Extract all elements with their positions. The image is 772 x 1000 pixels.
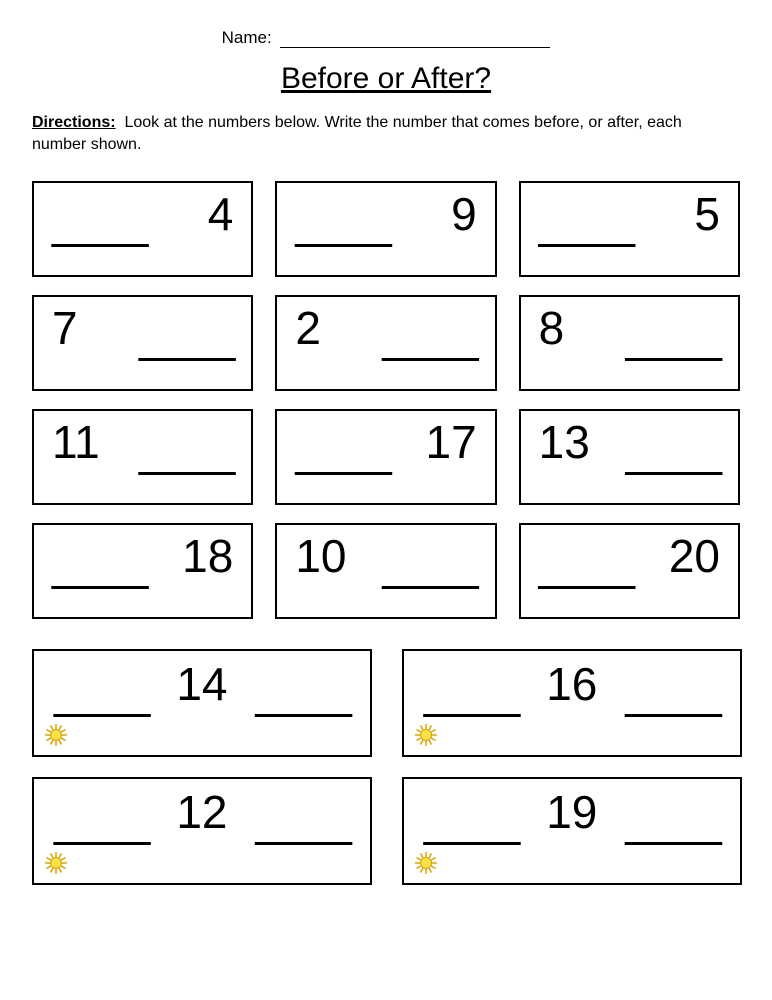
answer-blank[interactable]: ____ (626, 313, 720, 359)
problem-box: ____ 18 (32, 523, 253, 619)
answer-blank-before[interactable]: ____ (424, 669, 518, 715)
answer-blank[interactable]: ____ (382, 541, 476, 587)
problem-box: 11 ____ (32, 409, 253, 505)
answer-blank-after[interactable]: ____ (256, 669, 350, 715)
given-number: 11 (52, 419, 100, 465)
given-number: 14 (176, 661, 227, 707)
bonus-problem-box: ____ 19 ____ (402, 777, 742, 885)
problem-box: 7 ____ (32, 295, 253, 391)
problem-box: ____ 9 (275, 181, 496, 277)
given-number: 18 (182, 533, 233, 579)
given-number: 12 (176, 789, 227, 835)
problem-grid-3col: ____4____9____57____2____8____11________… (32, 181, 740, 619)
answer-blank-after[interactable]: ____ (625, 797, 719, 843)
answer-blank-before[interactable]: ____ (424, 797, 518, 843)
given-number: 20 (669, 533, 720, 579)
answer-blank[interactable]: ____ (539, 199, 633, 245)
given-number: 7 (52, 305, 78, 351)
problem-box: 8 ____ (519, 295, 740, 391)
bonus-problem-box: ____ 14 ____ (32, 649, 372, 757)
given-number: 8 (539, 305, 565, 351)
name-label: Name: (222, 28, 272, 47)
answer-blank-after[interactable]: ____ (625, 669, 719, 715)
answer-blank[interactable]: ____ (52, 541, 146, 587)
answer-blank-before[interactable]: ____ (54, 797, 148, 843)
given-number: 5 (694, 191, 720, 237)
problem-box: 13 ____ (519, 409, 740, 505)
answer-blank[interactable]: ____ (52, 199, 146, 245)
answer-blank[interactable]: ____ (139, 313, 233, 359)
given-number: 16 (546, 661, 597, 707)
name-row: Name: (32, 28, 740, 48)
sun-icon (414, 851, 438, 875)
given-number: 2 (295, 305, 321, 351)
page-title: Before or After? (32, 62, 740, 96)
directions-text: Look at the numbers below. Write the num… (32, 114, 682, 153)
directions-label: Directions: (32, 114, 116, 131)
answer-blank[interactable]: ____ (139, 427, 233, 473)
bonus-problem-box: ____ 16 ____ (402, 649, 742, 757)
worksheet-page: Name: Before or After? Directions: Look … (0, 0, 772, 1000)
given-number: 13 (539, 419, 590, 465)
answer-blank[interactable]: ____ (539, 541, 633, 587)
given-number: 10 (295, 533, 346, 579)
answer-blank-after[interactable]: ____ (256, 797, 350, 843)
answer-blank[interactable]: ____ (295, 199, 389, 245)
answer-blank-before[interactable]: ____ (54, 669, 148, 715)
given-number: 17 (425, 419, 476, 465)
sun-icon (44, 723, 68, 747)
problem-box: 2 ____ (275, 295, 496, 391)
problem-box: ____ 17 (275, 409, 496, 505)
bonus-problem-box: ____ 12 ____ (32, 777, 372, 885)
name-input-line[interactable] (280, 47, 550, 48)
given-number: 19 (546, 789, 597, 835)
given-number: 4 (208, 191, 234, 237)
directions: Directions: Look at the numbers below. W… (32, 112, 740, 155)
answer-blank[interactable]: ____ (295, 427, 389, 473)
problem-box: ____ 20 (519, 523, 740, 619)
sun-icon (414, 723, 438, 747)
answer-blank[interactable]: ____ (382, 313, 476, 359)
problem-box: ____ 5 (519, 181, 740, 277)
sun-icon (44, 851, 68, 875)
problem-box: ____ 4 (32, 181, 253, 277)
answer-blank[interactable]: ____ (626, 427, 720, 473)
problem-box: 10 ____ (275, 523, 496, 619)
given-number: 9 (451, 191, 477, 237)
problem-grid-2col: ____ 14 ____ ____ 16 ____ ____ 12 ____ ____ 19 ____ (32, 649, 740, 885)
